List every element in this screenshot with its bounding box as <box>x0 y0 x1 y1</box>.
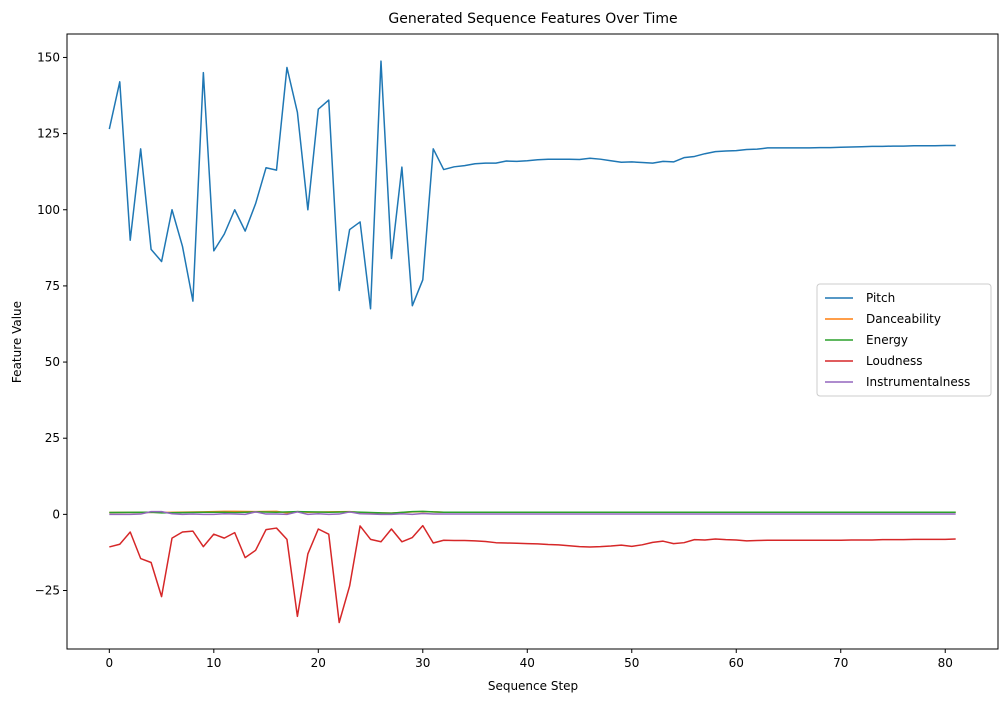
y-tick-label: 25 <box>45 431 60 445</box>
plot-frame <box>66 33 999 650</box>
x-tick-label: 0 <box>105 656 113 670</box>
plot-area <box>66 33 999 650</box>
legend-label-loudness: Loudness <box>866 354 923 368</box>
x-axis: 0 10 20 30 40 50 60 70 80 <box>105 649 953 670</box>
chart-title: Generated Sequence Features Over Time <box>388 11 677 27</box>
x-tick-label: 20 <box>311 656 326 670</box>
legend-label-energy: Energy <box>866 333 908 347</box>
y-axis: −25 0 25 50 75 100 125 150 <box>35 50 67 598</box>
y-tick-label: 150 <box>37 50 60 64</box>
legend-label-instrumentalness: Instrumentalness <box>866 375 970 389</box>
y-tick-label: 50 <box>45 355 60 369</box>
x-tick-label: 60 <box>729 656 744 670</box>
legend-box <box>816 283 992 397</box>
y-tick-label: 0 <box>52 507 60 521</box>
y-tick-label: −25 <box>35 584 60 598</box>
series-layer <box>108 60 956 624</box>
legend-label-pitch: Pitch <box>866 291 895 305</box>
x-axis-label: Sequence Step <box>488 679 578 693</box>
legend-label-danceability: Danceability <box>866 312 941 326</box>
x-tick-label: 80 <box>938 656 953 670</box>
x-tick-label: 10 <box>206 656 221 670</box>
y-tick-label: 75 <box>45 279 60 293</box>
x-tick-label: 40 <box>520 656 535 670</box>
x-tick-label: 70 <box>833 656 848 670</box>
y-tick-label: 125 <box>37 127 60 141</box>
y-tick-label: 100 <box>37 203 60 217</box>
series-line-pitch <box>108 60 956 310</box>
x-tick-label: 50 <box>624 656 639 670</box>
series-line-instrumentalness <box>109 510 956 516</box>
x-tick-label: 30 <box>415 656 430 670</box>
legend: Pitch Danceability Energy Loudness Instrumen… <box>816 283 992 397</box>
series-line-loudness <box>109 524 956 624</box>
y-axis-label: Feature Value <box>10 301 24 383</box>
